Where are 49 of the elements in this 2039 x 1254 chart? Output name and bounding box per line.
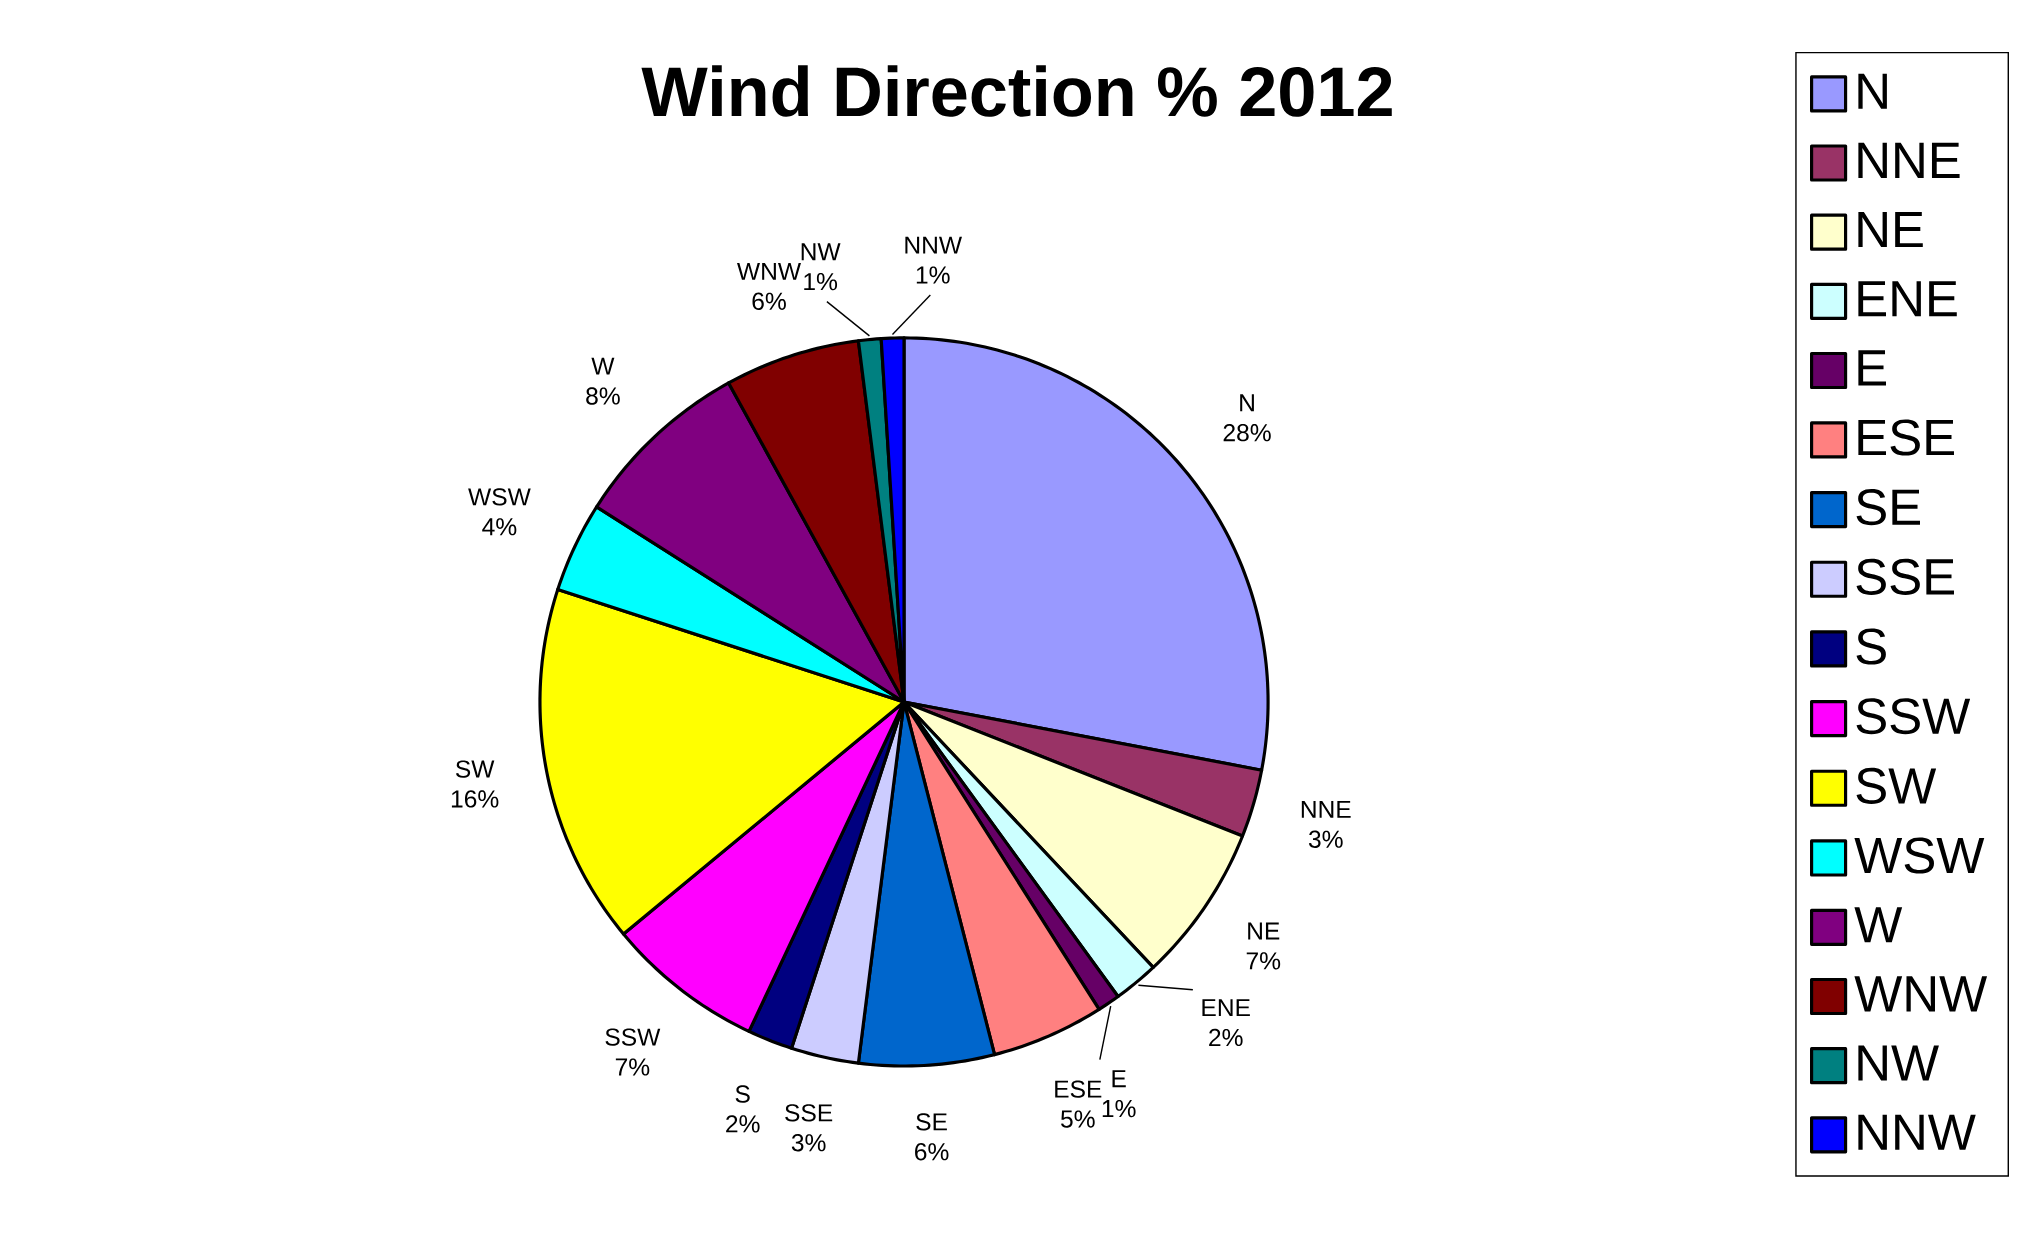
slice-label: WNW <box>737 262 801 280</box>
slice-label: W <box>591 357 615 375</box>
legend-label: SSW <box>1856 698 1971 735</box>
slice-label: ESE <box>1055 1080 1102 1098</box>
legend-label: SSE <box>1856 558 1954 595</box>
legend-label: ESE <box>1858 419 1954 456</box>
data-label: 28% <box>1223 424 1271 442</box>
slice-label: S <box>735 1085 750 1103</box>
slice-label: E <box>1112 1070 1126 1088</box>
slice-label: NE <box>1248 922 1280 940</box>
slice-label: N <box>1240 394 1254 412</box>
slice-label: SE <box>916 1113 947 1131</box>
data-label: 7% <box>615 1058 650 1076</box>
legend-label: WSW <box>1854 837 1985 874</box>
data-label: 1% <box>1102 1100 1136 1118</box>
legend-label: NE <box>1858 212 1923 248</box>
data-label: 7% <box>1246 952 1281 970</box>
legend-label: ENE <box>1858 281 1957 317</box>
data-label: 16% <box>451 790 499 808</box>
data-label: 4% <box>482 518 517 536</box>
legend-label: W <box>1854 907 1903 943</box>
legend-label: WNW <box>1854 976 1988 1012</box>
chart-title: Wind Direction % 2012 <box>641 65 1392 117</box>
data-label: 8% <box>586 387 620 405</box>
data-label: 2% <box>726 1115 760 1133</box>
data-label: 3% <box>791 1134 826 1152</box>
slice-label: ENE <box>1202 999 1250 1017</box>
data-label: 1% <box>804 273 838 291</box>
data-label: 1% <box>916 266 950 284</box>
legend-label: SW <box>1856 767 1937 804</box>
slice-label: NW <box>801 243 841 261</box>
slice-label: SSE <box>785 1104 833 1122</box>
data-label: 2% <box>1209 1028 1243 1047</box>
legend-label: NNE <box>1858 142 1960 178</box>
legend-label: SE <box>1856 489 1920 526</box>
legend-label: N <box>1858 73 1887 109</box>
data-label: 3% <box>1308 830 1343 848</box>
legend-label: NNW <box>1858 1114 1976 1150</box>
legend-label: NW <box>1858 1045 1939 1081</box>
legend-label: E <box>1858 350 1886 386</box>
data-label: 6% <box>752 292 786 310</box>
slice-label: NNW <box>905 236 962 254</box>
data-label: 5% <box>1061 1110 1095 1128</box>
slice-label: NNE <box>1301 800 1351 818</box>
legend-label: S <box>1856 628 1886 665</box>
data-label: 6% <box>915 1143 949 1161</box>
slice-label: WSW <box>468 488 531 506</box>
slice-label: SW <box>455 760 495 778</box>
slice-label: SSW <box>605 1028 661 1046</box>
